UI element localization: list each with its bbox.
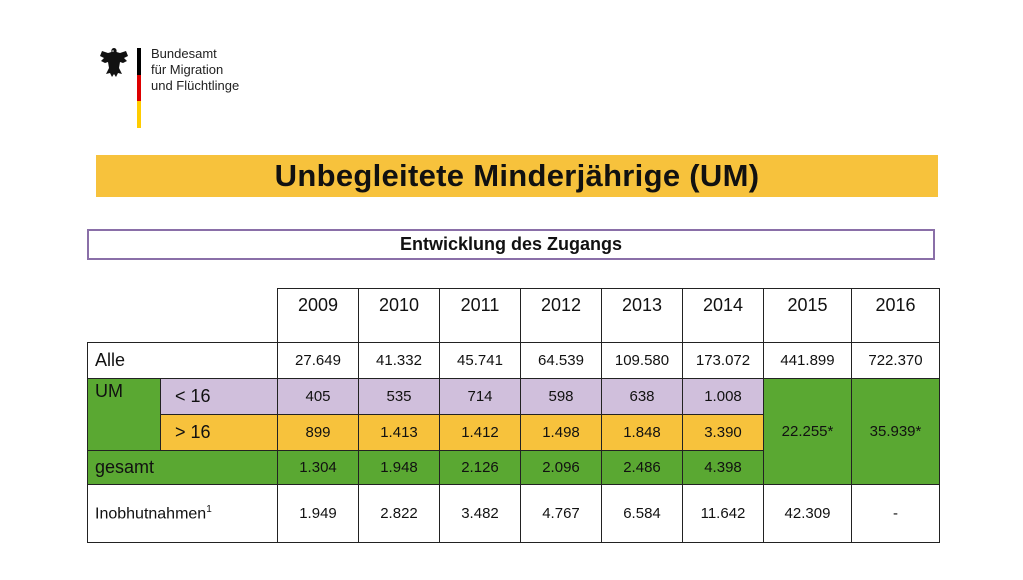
cell-under16: 405 — [277, 378, 359, 415]
cell-over16: 1.412 — [439, 414, 521, 451]
cell-alle: 41.332 — [358, 342, 440, 379]
year-header: 2011 — [439, 288, 521, 343]
row-label-gesamt: gesamt — [87, 450, 278, 485]
year-header: 2014 — [682, 288, 764, 343]
empty-corner — [88, 289, 278, 343]
logo-text: Bundesamt für Migration und Flüchtlinge — [151, 46, 239, 94]
flag-stripe — [137, 48, 141, 128]
statistics-table: 2009 2010 2011 2012 2013 2014 2015 2016 … — [87, 288, 940, 543]
flag-black — [137, 48, 141, 75]
cell-alle: 441.899 — [763, 342, 852, 379]
cell-alle: 45.741 — [439, 342, 521, 379]
cell-gesamt: 2.126 — [439, 450, 521, 485]
row-alle: Alle 27.649 41.332 45.741 64.539 109.580… — [87, 342, 940, 379]
cell-over16: 3.390 — [682, 414, 764, 451]
row-gesamt: gesamt 1.304 1.948 2.126 2.096 2.486 4.3… — [87, 450, 940, 485]
year-header: 2015 — [763, 288, 852, 343]
inob-label-text: Inobhutnahmen — [95, 505, 207, 523]
cell-inob: 4.767 — [520, 484, 602, 543]
federal-eagle-icon — [100, 48, 128, 77]
subtitle-box: Entwicklung des Zugangs — [87, 229, 935, 260]
row-label-inobhutnahmen: Inobhutnahmen1 — [87, 484, 278, 543]
row-inobhutnahmen: Inobhutnahmen1 1.949 2.822 3.482 4.767 6… — [87, 484, 940, 543]
cell-under16: 535 — [358, 378, 440, 415]
footnote-marker: 1 — [206, 503, 212, 515]
cell-alle: 64.539 — [520, 342, 602, 379]
cell-over16: 899 — [277, 414, 359, 451]
flag-gold — [137, 101, 141, 128]
cell-um-2016: 35.939* — [851, 378, 940, 485]
year-header: 2016 — [851, 288, 940, 343]
cell-alle: 173.072 — [682, 342, 764, 379]
row-label-um: UM — [87, 378, 161, 451]
cell-alle: 27.649 — [277, 342, 359, 379]
logo-line-3: und Flüchtlinge — [151, 78, 240, 93]
cell-inob: - — [851, 484, 940, 543]
cell-inob: 11.642 — [682, 484, 764, 543]
cell-gesamt: 1.948 — [358, 450, 440, 485]
cell-under16: 714 — [439, 378, 521, 415]
row-label-over16: > 16 — [160, 414, 278, 451]
row-label-alle: Alle — [87, 342, 278, 379]
year-header: 2010 — [358, 288, 440, 343]
cell-gesamt: 2.096 — [520, 450, 602, 485]
year-header: 2009 — [277, 288, 359, 343]
cell-inob: 2.822 — [358, 484, 440, 543]
logo-line-1: Bundesamt — [151, 46, 217, 61]
cell-under16: 1.008 — [682, 378, 764, 415]
cell-inob: 42.309 — [763, 484, 852, 543]
title-band: Unbegleitete Minderjährige (UM) — [96, 155, 938, 197]
bamf-logo: Bundesamt für Migration und Flüchtlinge — [96, 42, 266, 132]
row-under16: UM < 16 405 535 714 598 638 1.008 22.255… — [87, 378, 940, 485]
cell-gesamt: 1.304 — [277, 450, 359, 485]
cell-alle: 109.580 — [601, 342, 683, 379]
cell-over16: 1.848 — [601, 414, 683, 451]
row-over16: > 16 899 1.413 1.412 1.498 1.848 3.390 — [88, 414, 940, 451]
cell-gesamt: 4.398 — [682, 450, 764, 485]
cell-inob: 6.584 — [601, 484, 683, 543]
subtitle: Entwicklung des Zugangs — [399, 234, 623, 254]
logo-line-2: für Migration — [151, 62, 224, 77]
cell-over16: 1.413 — [358, 414, 440, 451]
cell-inob: 1.949 — [277, 484, 359, 543]
cell-alle: 722.370 — [851, 342, 940, 379]
flag-red — [137, 74, 141, 102]
cell-over16: 1.498 — [520, 414, 602, 451]
cell-um-2015: 22.255* — [763, 378, 852, 485]
page-title: Unbegleitete Minderjährige (UM) — [274, 158, 760, 193]
cell-under16: 638 — [601, 378, 683, 415]
header-row: 2009 2010 2011 2012 2013 2014 2015 2016 — [88, 288, 940, 343]
row-label-under16: < 16 — [160, 378, 278, 415]
cell-inob: 3.482 — [439, 484, 521, 543]
year-header: 2013 — [601, 288, 683, 343]
cell-under16: 598 — [520, 378, 602, 415]
year-header: 2012 — [520, 288, 602, 343]
cell-gesamt: 2.486 — [601, 450, 683, 485]
